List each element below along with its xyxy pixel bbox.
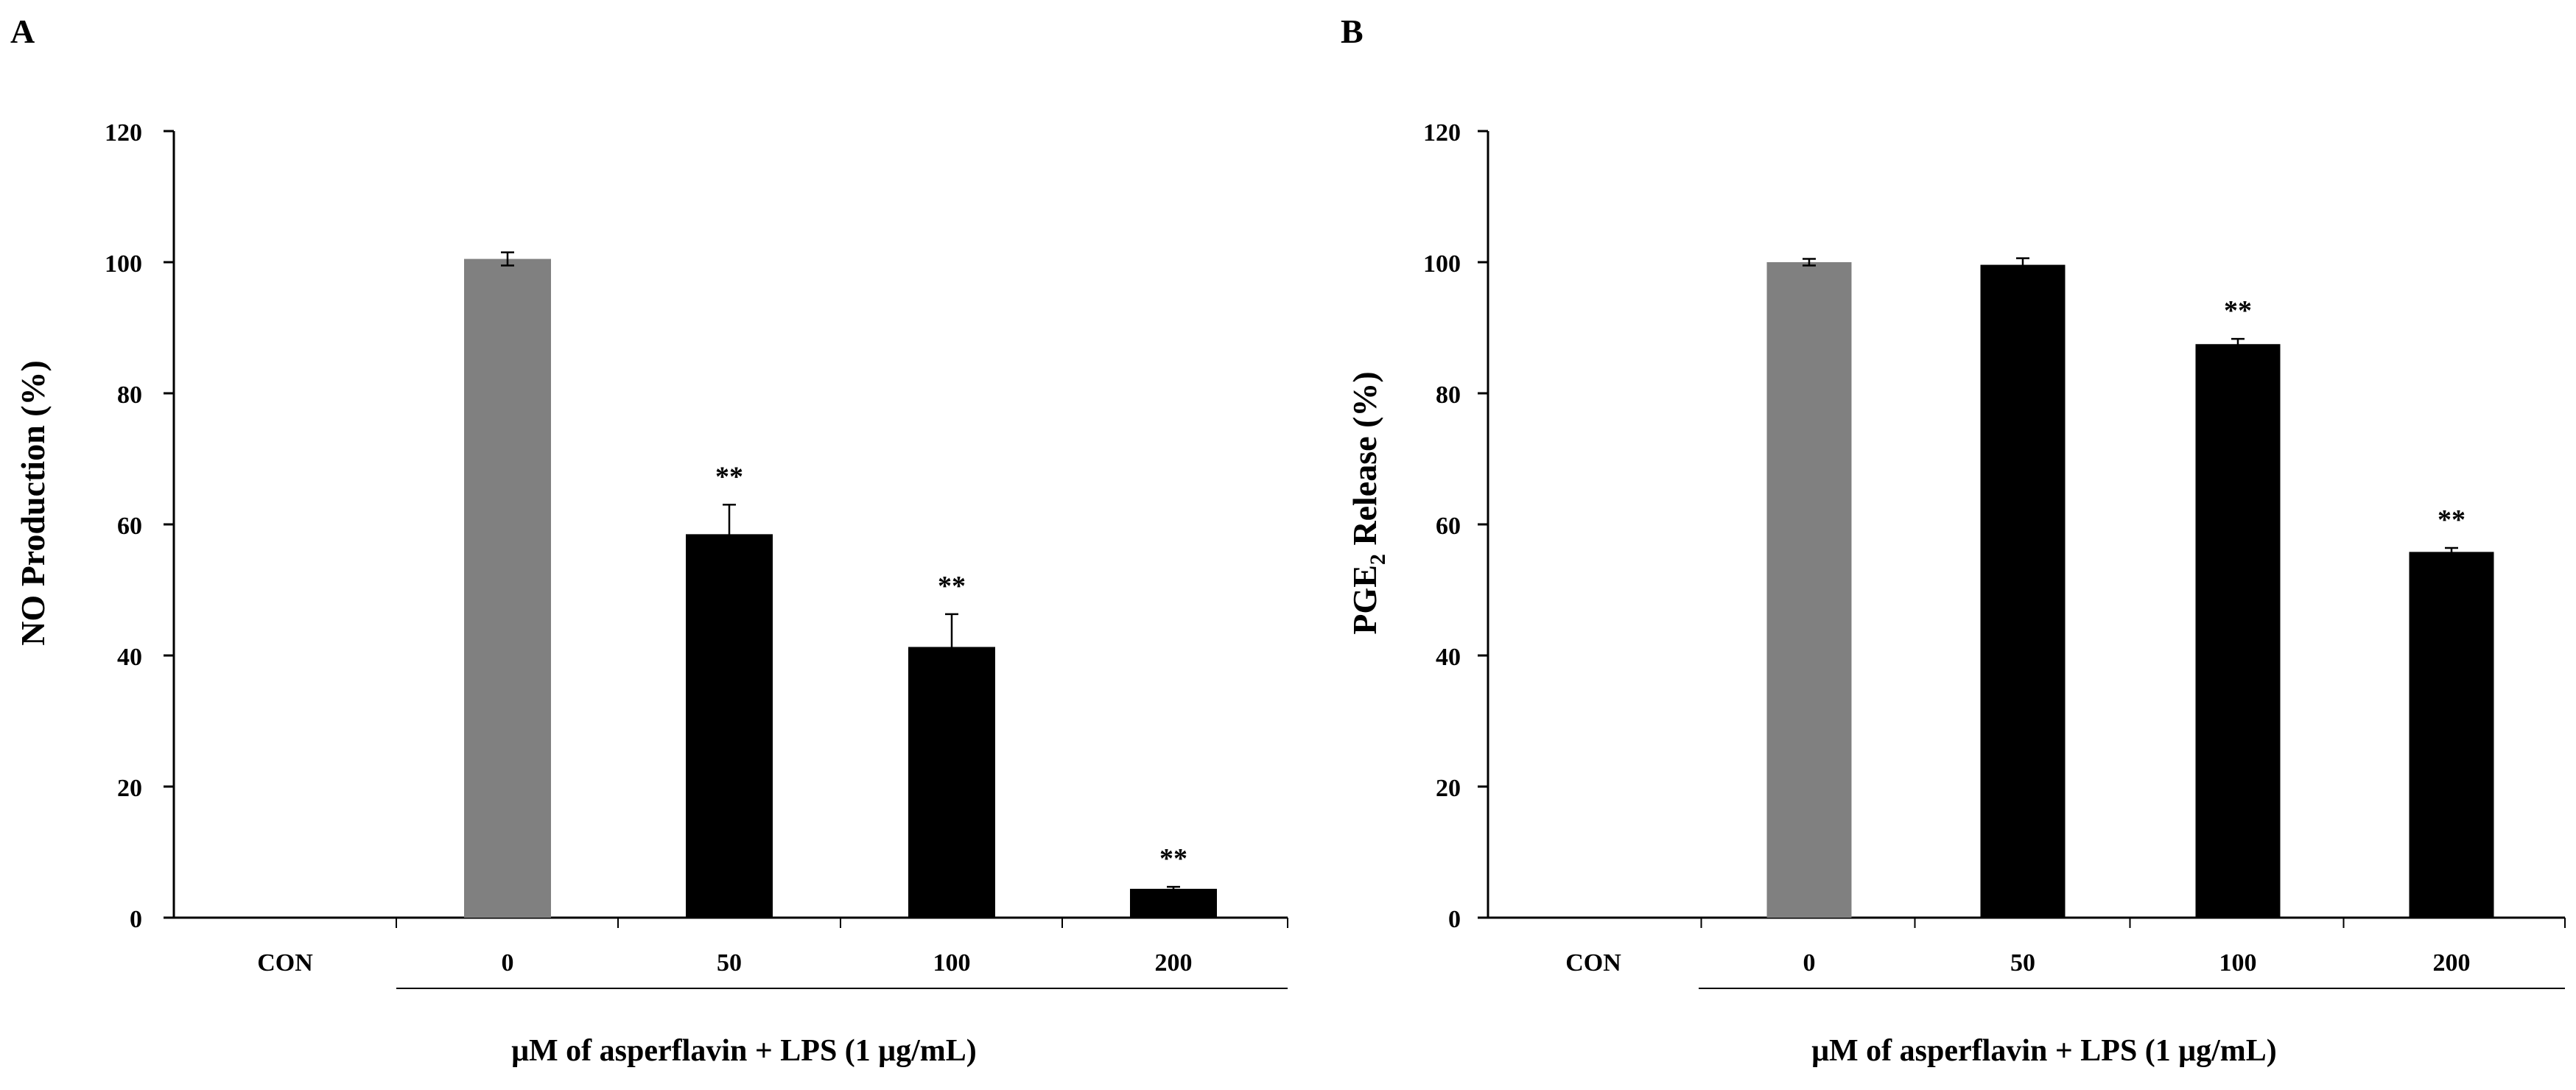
y-tick-label: 0 xyxy=(130,906,142,933)
y-tick-label: 40 xyxy=(117,644,142,671)
y-axis-title-a: NO Production (%) xyxy=(14,360,52,646)
y-tick-label: 120 xyxy=(1423,119,1461,147)
panel-label-b: B xyxy=(1341,13,1364,50)
x-category-label: 0 xyxy=(1803,949,1816,977)
bar xyxy=(908,647,995,918)
bar xyxy=(1130,888,1217,918)
panel-a: A NO Production (%) 0 20 40 60 80 100 12… xyxy=(10,13,1288,1068)
y-tick-label: 60 xyxy=(117,513,142,540)
y-tick-label: 80 xyxy=(1436,382,1461,409)
significance-marker: ** xyxy=(2438,504,2466,535)
x-category-label: 50 xyxy=(717,949,742,977)
x-category-label: 0 xyxy=(502,949,514,977)
y-tick-labels-a: 0 20 40 60 80 100 120 xyxy=(105,119,142,933)
significance-marker: ** xyxy=(715,461,743,492)
y-tick-label: 60 xyxy=(1436,513,1461,540)
x-category-label: CON xyxy=(1565,949,1621,977)
y-tick-label: 20 xyxy=(117,775,142,802)
y-tick-label: 120 xyxy=(105,119,142,147)
y-tick-label: 80 xyxy=(117,382,142,409)
x-category-label: 100 xyxy=(2219,949,2257,977)
x-category-label: 200 xyxy=(1155,949,1193,977)
x-axis-title-b: μM of asperflavin + LPS (1 μg/mL) xyxy=(1811,1034,2277,1068)
panel-b: B PGE2 Release (%) 0 20 40 60 80 100 120… xyxy=(1341,13,2566,1068)
x-category-label: 100 xyxy=(933,949,971,977)
y-tick-label: 40 xyxy=(1436,644,1461,671)
bar xyxy=(1980,264,2066,918)
y-tick-label: 100 xyxy=(1423,250,1461,278)
bar xyxy=(464,259,551,918)
x-category-label: CON xyxy=(257,949,313,977)
x-category-label: 200 xyxy=(2433,949,2471,977)
bar xyxy=(2409,552,2494,918)
significance-marker: ** xyxy=(2224,295,2252,326)
panel-label-a: A xyxy=(10,13,35,50)
y-tick-label: 0 xyxy=(1448,906,1461,933)
bar xyxy=(1766,262,1852,918)
y-tick-label: 100 xyxy=(105,250,142,278)
bar xyxy=(686,534,773,918)
x-category-labels-b: CON 0 50 100 200 xyxy=(1565,949,2470,977)
bar xyxy=(2195,344,2281,918)
significance-marker: ** xyxy=(938,571,966,602)
x-category-labels-a: CON 0 50 100 200 xyxy=(257,949,1192,977)
y-tick-label: 20 xyxy=(1436,775,1461,802)
y-tick-labels-b: 0 20 40 60 80 100 120 xyxy=(1423,119,1461,933)
x-axis-title-a: μM of asperflavin + LPS (1 μg/mL) xyxy=(511,1034,977,1068)
significance-marker: ** xyxy=(1159,843,1187,874)
y-axis-title-b: PGE2 Release (%) xyxy=(1346,371,1390,634)
x-category-label: 50 xyxy=(2010,949,2035,977)
